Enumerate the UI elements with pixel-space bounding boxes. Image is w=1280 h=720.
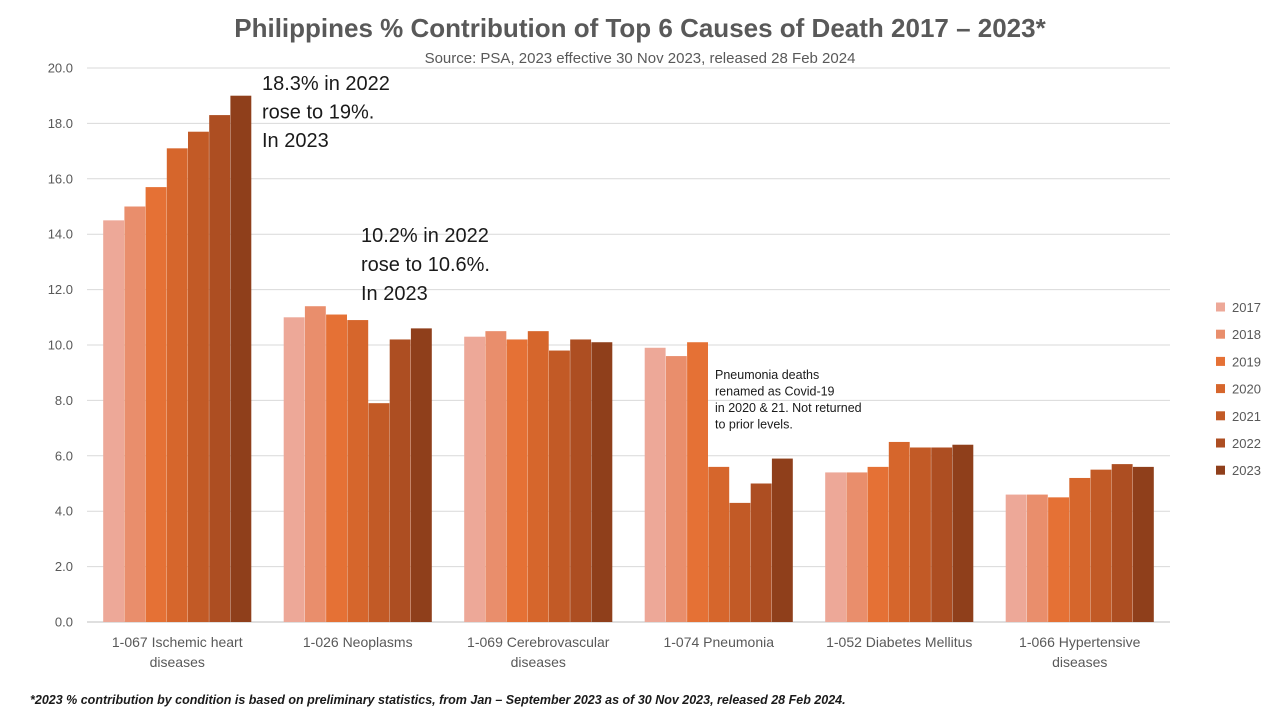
x-tick-label: 1-069 Cerebrovascular xyxy=(467,634,610,650)
x-axis-labels: 1-067 Ischemic heart diseases 1-026 Neopla… xyxy=(112,634,1141,670)
bar-2018 xyxy=(124,206,146,622)
bar-2017 xyxy=(283,317,305,622)
bar-2017 xyxy=(464,336,486,622)
y-tick-label: 8.0 xyxy=(55,393,73,408)
bar-2022 xyxy=(1111,464,1133,622)
bar-2017 xyxy=(644,347,666,622)
bar-2017 xyxy=(825,472,847,622)
x-tick-label: 1-026 Neoplasms xyxy=(303,634,413,650)
chart-title: Philippines % Contribution of Top 6 Caus… xyxy=(234,13,1046,43)
chart-subtitle: Source: PSA, 2023 effective 30 Nov 2023,… xyxy=(425,50,856,67)
bar-2021 xyxy=(188,131,209,622)
y-tick-label: 18.0 xyxy=(48,116,73,131)
annotation-text: rose to 10.6%. xyxy=(361,254,490,276)
x-tick-label: diseases xyxy=(150,654,205,670)
bar-2018 xyxy=(665,356,687,622)
y-tick-label: 0.0 xyxy=(55,615,73,630)
legend-label: 2017 xyxy=(1232,300,1261,315)
legend-label: 2022 xyxy=(1232,436,1261,451)
y-tick-label: 14.0 xyxy=(48,227,73,242)
bar-2020 xyxy=(888,441,910,622)
bar-2021 xyxy=(549,350,570,622)
bar-2018 xyxy=(1026,494,1048,622)
x-tick-label: diseases xyxy=(1052,654,1107,670)
legend-swatch xyxy=(1216,465,1225,475)
bars xyxy=(103,95,1154,623)
y-tick-label: 10.0 xyxy=(48,338,73,353)
legend-label: 2020 xyxy=(1232,382,1261,397)
bar-2019 xyxy=(1048,497,1069,622)
annotation-text: to prior levels. xyxy=(715,418,793,432)
bar-2021 xyxy=(1090,469,1112,622)
y-axis-ticks: 0.0 2.0 4.0 6.0 8.0 10.0 12.0 14.0 16.0 18.0 20.0 xyxy=(48,61,73,630)
legend-swatch xyxy=(1216,302,1225,312)
bar-2022 xyxy=(570,339,592,622)
bar-2022 xyxy=(750,483,772,622)
bar-2022 xyxy=(209,115,231,622)
y-tick-label: 2.0 xyxy=(55,559,73,574)
legend-label: 2019 xyxy=(1232,354,1261,369)
y-tick-label: 20.0 xyxy=(48,61,73,76)
bar-2018 xyxy=(846,472,868,622)
bar-2019 xyxy=(867,466,889,622)
bar-2022 xyxy=(389,339,411,622)
annotation-text: Pneumonia deaths xyxy=(715,368,819,382)
gridlines xyxy=(87,67,1170,623)
bar-2023 xyxy=(591,342,613,622)
annotations: 18.3% in 2022 rose to 19%. In 2023 10.2% in… xyxy=(262,73,862,432)
bar-2023 xyxy=(771,458,793,622)
legend-swatch xyxy=(1216,384,1225,394)
legend-swatch xyxy=(1216,411,1225,421)
annotation-text: In 2023 xyxy=(262,130,329,152)
bar-2021 xyxy=(910,447,931,622)
bar-2019 xyxy=(687,342,708,622)
bar-2020 xyxy=(166,148,188,622)
footnote: *2023 % contribution by condition is bas… xyxy=(30,693,846,707)
bar-2023 xyxy=(410,328,432,622)
bar-2017 xyxy=(103,220,125,622)
bar-2019 xyxy=(326,314,347,622)
bar-2020 xyxy=(1069,477,1091,622)
y-tick-label: 4.0 xyxy=(55,504,73,519)
x-tick-label: 1-052 Diabetes Mellitus xyxy=(826,634,972,650)
annotation-text: 10.2% in 2022 xyxy=(361,225,489,247)
annotation-text: In 2023 xyxy=(361,283,428,305)
bar-2023 xyxy=(230,95,252,622)
x-tick-label: diseases xyxy=(511,654,566,670)
bar-2023 xyxy=(1132,466,1154,622)
legend-swatch xyxy=(1216,329,1225,339)
annotation-text: rose to 19%. xyxy=(262,102,374,124)
bar-2019 xyxy=(506,339,528,622)
bar-2020 xyxy=(527,331,549,622)
bar-2021 xyxy=(368,403,390,622)
bar-2019 xyxy=(145,187,167,623)
bar-2018 xyxy=(304,306,326,622)
legend-swatch xyxy=(1216,356,1225,366)
bar-2021 xyxy=(729,502,751,622)
x-tick-label: 1-074 Pneumonia xyxy=(663,634,774,650)
annotation-text: in 2020 & 21. Not returned xyxy=(715,401,862,415)
y-tick-label: 16.0 xyxy=(48,171,73,186)
legend-label: 2018 xyxy=(1232,327,1261,342)
bar-2018 xyxy=(485,331,507,622)
bar-2020 xyxy=(708,466,730,622)
x-tick-label: 1-067 Ischemic heart xyxy=(112,634,243,650)
legend: 2017 2018 2019 2020 2021 2022 2023 xyxy=(1216,300,1261,478)
y-tick-label: 12.0 xyxy=(48,282,73,297)
bar-2023 xyxy=(952,444,974,622)
annotation-text: renamed as Covid-19 xyxy=(715,385,835,399)
legend-label: 2021 xyxy=(1232,409,1261,424)
legend-swatch xyxy=(1216,438,1225,448)
y-tick-label: 6.0 xyxy=(55,448,73,463)
bar-2022 xyxy=(931,447,953,622)
legend-label: 2023 xyxy=(1232,463,1261,478)
annotation-text: 18.3% in 2022 xyxy=(262,73,390,95)
bar-2020 xyxy=(347,320,369,622)
x-tick-label: 1-066 Hypertensive xyxy=(1019,634,1141,650)
bar-2017 xyxy=(1005,494,1027,622)
